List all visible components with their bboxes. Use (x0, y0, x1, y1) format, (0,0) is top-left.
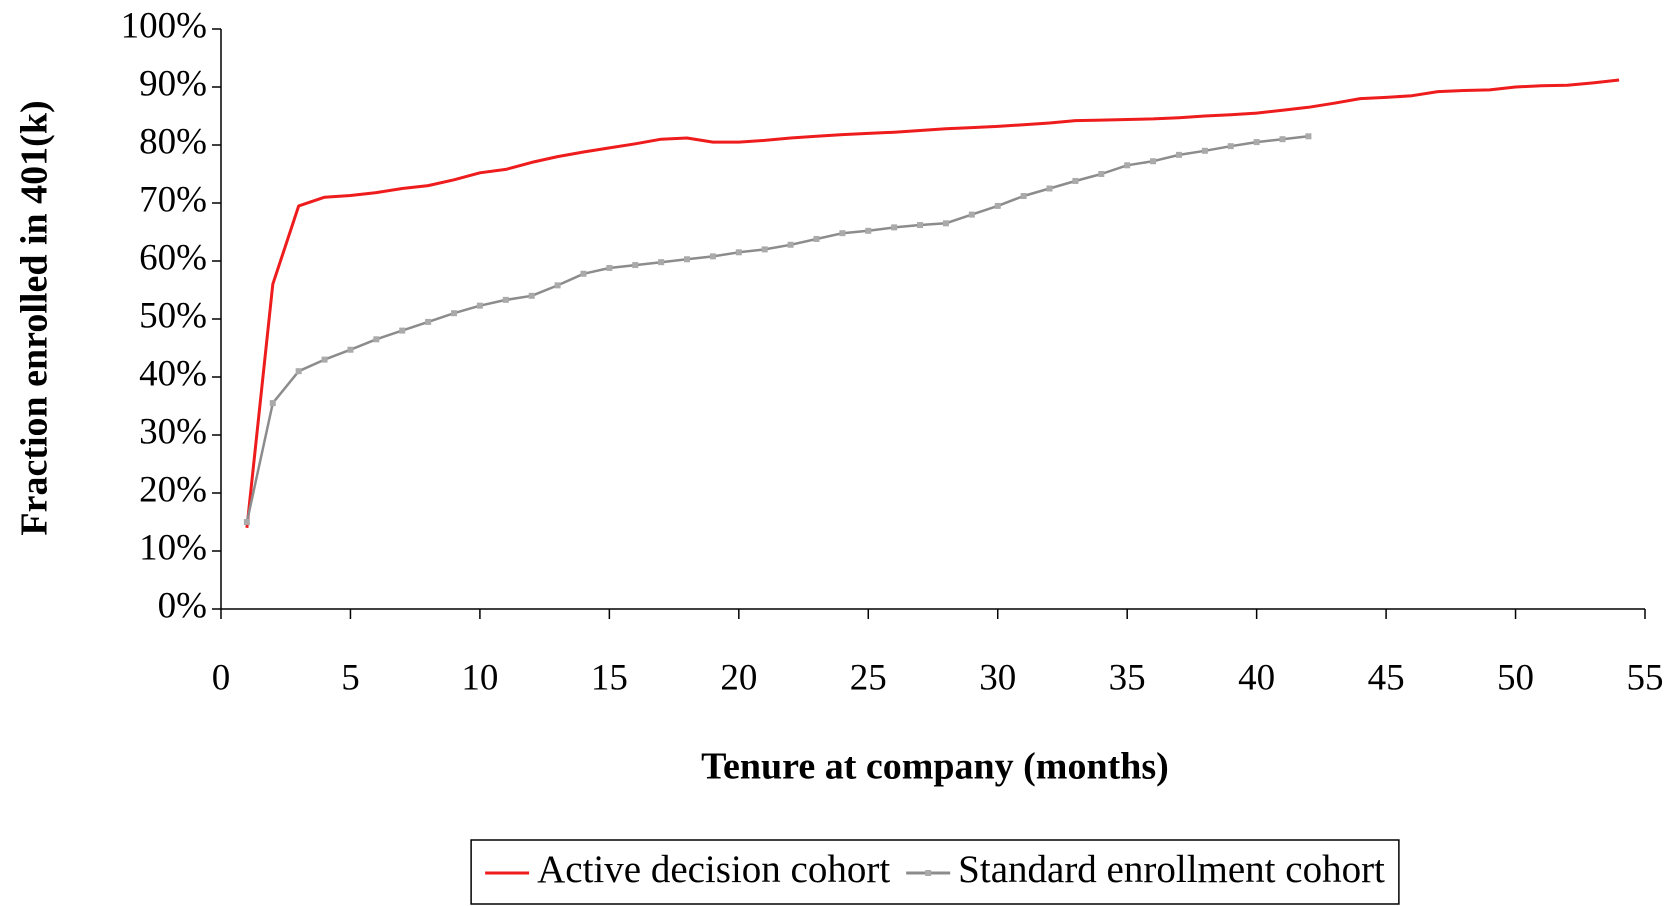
x-tick-label: 0 (212, 657, 231, 698)
data-point (321, 356, 328, 363)
data-point (554, 282, 561, 289)
data-line (245, 135, 1309, 523)
y-tick-label: 40% (139, 353, 207, 394)
data-point (632, 262, 639, 269)
y-tick-label: 50% (139, 295, 207, 336)
x-tick-label: 10 (461, 657, 498, 698)
x-tick-label: 20 (720, 657, 757, 698)
data-point (1253, 139, 1260, 146)
legend-text: Active decision cohort (537, 848, 890, 891)
data-point (451, 310, 458, 317)
x-tick-label: 45 (1368, 657, 1405, 698)
data-point (1279, 136, 1286, 143)
data-point (891, 224, 898, 231)
data-point (580, 270, 587, 277)
y-tick-label: 90% (139, 63, 207, 104)
x-tick-label: 30 (979, 657, 1016, 698)
x-tick-label: 35 (1109, 657, 1146, 698)
data-point (347, 346, 354, 353)
legend-item: Active decision cohort (485, 848, 890, 891)
data-point (994, 202, 1001, 209)
data-point (606, 264, 613, 271)
y-axis-title: Fraction enrolled in 401(k) (14, 100, 56, 535)
data-point (1150, 158, 1157, 165)
x-tick-label: 55 (1627, 657, 1664, 698)
data-point (528, 292, 535, 299)
data-point (476, 302, 483, 309)
data-point (1175, 151, 1182, 158)
data-point (295, 368, 302, 375)
y-tick-label: 60% (139, 237, 207, 278)
data-point (425, 318, 432, 325)
data-point (1124, 162, 1131, 169)
y-tick-label: 20% (139, 469, 207, 510)
data-point (917, 222, 924, 229)
x-axis-title: Tenure at company (months) (701, 746, 1169, 788)
legend: Active decision cohort Standard enrollmen… (470, 839, 1400, 905)
data-point (735, 249, 742, 256)
data-point (1072, 177, 1079, 184)
data-point (658, 259, 665, 266)
y-tick-label: 100% (121, 5, 207, 46)
y-tick-label: 80% (139, 121, 207, 162)
data-point (761, 246, 768, 253)
data-point (1046, 185, 1053, 192)
data-point (243, 519, 250, 525)
y-tick-label: 70% (139, 179, 207, 220)
legend-item: Standard enrollment cohort (906, 848, 1385, 891)
data-point (865, 227, 872, 234)
data-point (968, 211, 975, 218)
data-point (269, 400, 276, 407)
data-point (1098, 171, 1105, 177)
x-tick-label: 40 (1238, 657, 1275, 698)
data-point (399, 327, 406, 334)
data-point (1227, 143, 1234, 150)
x-tick-label: 50 (1497, 657, 1534, 698)
y-tick-label: 0% (158, 585, 207, 626)
y-tick-label: 30% (139, 411, 207, 452)
data-point (1201, 147, 1208, 154)
data-point (1020, 193, 1027, 200)
x-tick-label: 15 (591, 657, 628, 698)
data-point (813, 235, 820, 242)
data-point (502, 296, 509, 303)
y-tick-label: 10% (139, 527, 207, 568)
data-point (1305, 133, 1312, 140)
x-tick-label: 5 (341, 657, 360, 698)
data-line (245, 78, 1620, 528)
legend-text: Standard enrollment cohort (958, 848, 1385, 891)
data-point (787, 241, 794, 248)
x-tick-label: 25 (850, 657, 887, 698)
legend-marker (925, 870, 932, 876)
data-point (684, 256, 691, 263)
data-point (373, 336, 380, 343)
data-point (942, 220, 949, 227)
data-point (709, 253, 716, 260)
data-point (839, 230, 846, 237)
